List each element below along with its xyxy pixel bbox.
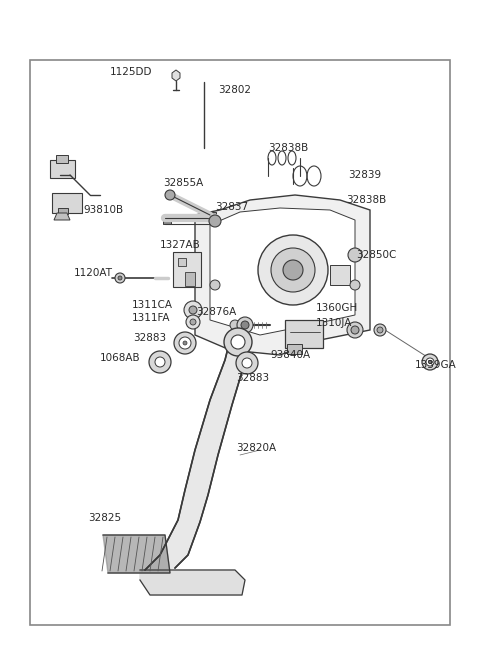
Bar (52, 193, 82, 213)
Circle shape (271, 248, 315, 292)
Circle shape (231, 335, 245, 349)
Circle shape (348, 248, 362, 262)
Text: 1311FA: 1311FA (132, 313, 170, 323)
Circle shape (258, 235, 328, 305)
Circle shape (190, 319, 196, 325)
Text: 1360GH: 1360GH (316, 303, 358, 313)
Text: 1068AB: 1068AB (100, 353, 141, 363)
Bar (285, 320, 323, 348)
Bar (185, 272, 195, 286)
Circle shape (224, 328, 252, 356)
Polygon shape (103, 535, 170, 573)
Bar (30, 60, 450, 625)
Text: 32839: 32839 (348, 170, 381, 180)
Circle shape (351, 326, 359, 334)
Circle shape (184, 301, 202, 319)
Polygon shape (172, 70, 180, 81)
Circle shape (189, 306, 197, 314)
Polygon shape (195, 195, 370, 355)
Circle shape (115, 273, 125, 283)
Bar (58, 208, 68, 214)
Circle shape (155, 357, 165, 367)
Circle shape (242, 358, 252, 368)
Polygon shape (140, 570, 245, 595)
Circle shape (237, 317, 253, 333)
Circle shape (165, 190, 175, 200)
Text: 32825: 32825 (88, 513, 121, 523)
Circle shape (179, 337, 191, 349)
Bar (178, 258, 186, 266)
Text: 1311CA: 1311CA (132, 300, 173, 310)
Text: 32802: 32802 (218, 85, 251, 95)
Circle shape (118, 276, 122, 280)
Text: 93810B: 93810B (83, 205, 123, 215)
Circle shape (149, 351, 171, 373)
Circle shape (174, 332, 196, 354)
Circle shape (186, 315, 200, 329)
Text: 1327AB: 1327AB (160, 240, 201, 250)
Circle shape (350, 280, 360, 290)
Bar (173, 252, 201, 287)
Circle shape (422, 354, 438, 370)
Bar (287, 344, 302, 354)
Circle shape (236, 352, 258, 374)
Bar (204, 212, 216, 220)
Text: 32855A: 32855A (163, 178, 203, 188)
Text: 1120AT: 1120AT (74, 268, 113, 278)
Text: 1310JA: 1310JA (316, 318, 352, 328)
Circle shape (377, 327, 383, 333)
Circle shape (230, 320, 240, 330)
Text: 32876A: 32876A (196, 307, 236, 317)
Bar (163, 218, 171, 224)
Circle shape (209, 215, 221, 227)
Circle shape (347, 322, 363, 338)
Text: 32883: 32883 (236, 373, 269, 383)
Polygon shape (54, 213, 70, 220)
Text: 32820A: 32820A (236, 443, 276, 453)
Circle shape (426, 358, 434, 366)
Polygon shape (210, 208, 355, 335)
Circle shape (241, 321, 249, 329)
Circle shape (429, 360, 432, 364)
Bar (50, 160, 75, 178)
Bar (56, 155, 68, 163)
Text: 32837: 32837 (215, 202, 248, 212)
Text: 32838B: 32838B (268, 143, 308, 153)
Bar (330, 265, 350, 285)
Text: 1339GA: 1339GA (415, 360, 457, 370)
Circle shape (283, 260, 303, 280)
Circle shape (183, 341, 187, 345)
Text: 32883: 32883 (133, 333, 166, 343)
Circle shape (374, 324, 386, 336)
Text: 1125DD: 1125DD (109, 67, 152, 77)
Text: 32850C: 32850C (356, 250, 396, 260)
Text: 93840A: 93840A (270, 350, 310, 360)
Circle shape (210, 280, 220, 290)
Text: 32838B: 32838B (346, 195, 386, 205)
Polygon shape (145, 340, 248, 570)
